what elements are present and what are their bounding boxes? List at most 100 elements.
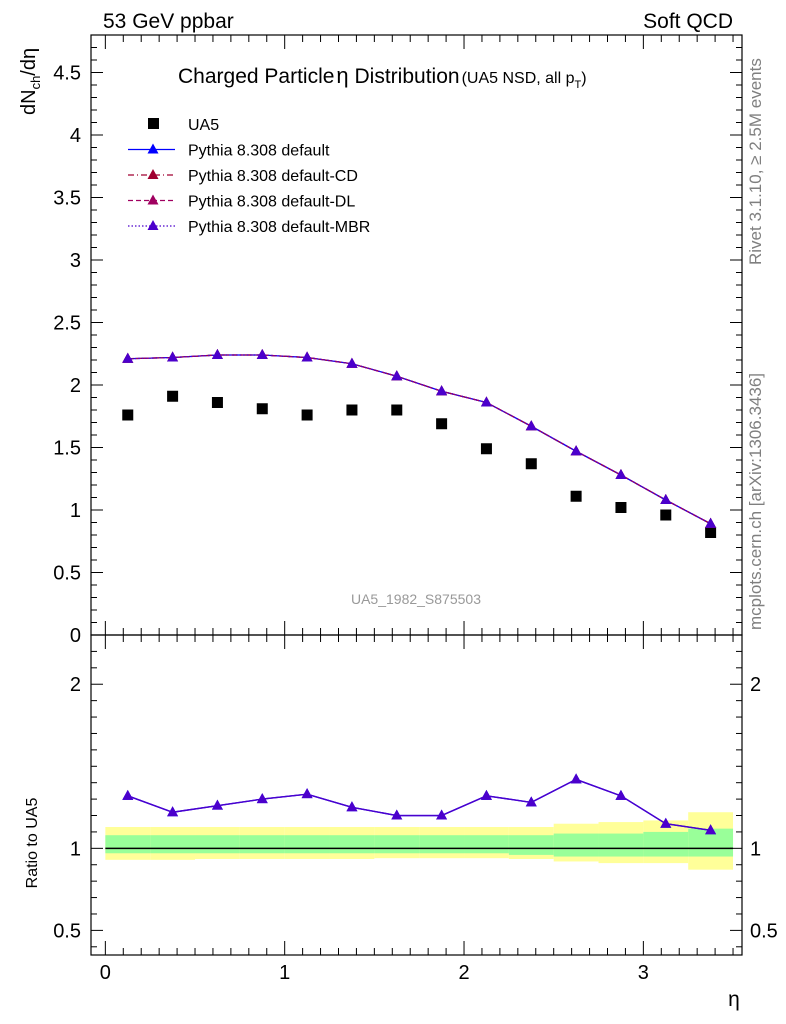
- series-marker-mbr: [480, 396, 492, 407]
- ua5-data-point: [167, 390, 179, 402]
- ratio-marker-mbr: [660, 817, 672, 828]
- title-rest: Distribution: [349, 65, 460, 88]
- rivet-version-label: Rivet 3.1.10, ≥ 2.5M events: [746, 58, 765, 265]
- legend-marker-default: [147, 143, 159, 154]
- ratio-marker-mbr: [436, 809, 448, 820]
- ratio-marker-mbr: [301, 788, 313, 799]
- chart-title: Charged Particleη Distribution (UA5 NSD, …: [178, 63, 587, 91]
- ua5-data-point: [480, 443, 492, 455]
- xtick-label: 3: [638, 962, 649, 984]
- series-line-dl: [127, 354, 711, 525]
- main-ytick-label: 1.5: [53, 438, 81, 460]
- mcplots-label: mcplots.cern.ch [arXiv:1306.3436]: [746, 373, 765, 630]
- ratio-ytick-label: 1: [70, 838, 81, 860]
- ratio-marker-mbr: [570, 773, 582, 784]
- series-marker-mbr: [615, 469, 627, 479]
- ratio-x-axis: 0 1 2 3: [100, 635, 734, 984]
- ratio-frame: [90, 634, 743, 956]
- ua5-data-point: [346, 404, 358, 416]
- header-left: 53 GeV ppbar: [103, 10, 234, 33]
- legend-marker-cd: [147, 169, 159, 179]
- main-ytick-label: 3: [70, 250, 81, 272]
- ratio-marker-mbr: [346, 801, 358, 812]
- xtick-label: 1: [279, 962, 290, 984]
- ratio-panel: 0.5 0.5 1 1 2 2 0 1 2 3 Ratio to UA5 η: [24, 634, 778, 1011]
- series-marker-mbr: [122, 352, 134, 363]
- series-marker-mbr: [301, 351, 313, 362]
- ratio-band-inner: [284, 835, 330, 854]
- legend-marker-dl: [147, 194, 159, 205]
- ratio-ytick-label-right: 1: [750, 838, 761, 860]
- ratio-band-inner: [150, 835, 196, 854]
- main-ytick-label: 2.5: [53, 313, 81, 335]
- ratio-marker-mbr: [391, 809, 403, 820]
- ratio-marker-mbr: [705, 824, 717, 835]
- ratio-marker-mbr: [256, 793, 268, 804]
- ua5-data-point: [705, 527, 717, 538]
- series-marker-mbr: [660, 494, 672, 504]
- ratio-marker-mbr: [211, 799, 223, 810]
- legend-label-cd: Pythia 8.308 default-CD: [188, 168, 358, 185]
- ua5-data-point: [256, 403, 268, 415]
- ylabel-main: dN: [18, 89, 40, 115]
- title-eta: η: [336, 63, 348, 88]
- ratio-series-layer: [122, 773, 717, 835]
- main-y-axis: 0 0.5 1 1.5 2 2.5 3 3.5 4 4.5: [53, 34, 742, 647]
- main-ytick-label: 4.5: [53, 63, 81, 85]
- main-series-layer: [122, 349, 717, 538]
- analysis-watermark: UA5_1982_S875503: [351, 591, 481, 607]
- ratio-band-inner: [329, 835, 375, 854]
- main-ytick-label: 2: [70, 375, 81, 397]
- ua5-data-point: [570, 490, 582, 502]
- series-line-mbr: [127, 354, 711, 525]
- subtitle-sub: T: [574, 79, 581, 91]
- main-ytick-label: 0.5: [53, 563, 81, 585]
- main-y-label: dNch/dη: [18, 48, 43, 115]
- ratio-marker-mbr: [525, 796, 537, 807]
- ratio-ytick-label: 2: [70, 674, 81, 696]
- ua5-data-point: [436, 418, 448, 430]
- ratio-marker-mbr: [122, 789, 134, 800]
- ratio-marker-mbr: [480, 789, 492, 800]
- series-marker-mbr: [525, 420, 537, 431]
- legend-marker-mbr: [147, 220, 159, 230]
- ratio-band-inner: [374, 835, 420, 854]
- ua5-data-point: [615, 502, 627, 513]
- ratio-ytick-label-right: 0.5: [750, 920, 778, 942]
- subtitle-main: (UA5 NSD, all p: [462, 70, 575, 87]
- main-ytick-label: 0: [70, 625, 81, 647]
- ratio-marker-mbr: [167, 806, 179, 817]
- subtitle-end: ): [581, 70, 586, 87]
- legend-label-mbr: Pythia 8.308 default-MBR: [188, 219, 370, 236]
- x-axis-label: η: [728, 988, 740, 1011]
- ratio-band-inner: [598, 833, 644, 857]
- header-right: Soft QCD: [643, 10, 733, 33]
- legend-marker-data: [148, 118, 159, 129]
- series-marker-mbr: [705, 517, 717, 528]
- ratio-ytick-label: 0.5: [53, 920, 81, 942]
- xtick-label: 2: [458, 962, 469, 984]
- ua5-data-point: [301, 409, 313, 421]
- xtick-label: 0: [100, 962, 111, 984]
- ua5-data-point: [525, 458, 537, 470]
- main-x-axis: [104, 35, 734, 635]
- ratio-band-inner: [464, 835, 509, 854]
- legend-label-default: Pythia 8.308 default: [188, 143, 330, 160]
- series-marker-mbr: [570, 445, 582, 456]
- ratio-uncertainty-bands: [90, 634, 743, 956]
- ratio-band-inner: [419, 835, 465, 854]
- ylabel-sub: ch: [28, 76, 43, 90]
- ua5-data-point: [122, 409, 134, 421]
- series-line-cd: [127, 354, 711, 525]
- ratio-y-label: Ratio to UA5: [24, 798, 41, 889]
- main-ytick-label: 3.5: [53, 188, 81, 210]
- ratio-y-axis: 0.5 0.5 1 1 2 2: [53, 650, 778, 948]
- ua5-data-point: [391, 404, 403, 416]
- ratio-band-inner: [553, 833, 599, 857]
- ratio-marker-mbr: [615, 789, 627, 800]
- legend-label-data: UA5: [188, 117, 219, 134]
- ratio-band-inner: [508, 835, 554, 855]
- main-ytick-label: 4: [70, 125, 81, 147]
- ratio-line-mbr: [127, 778, 711, 831]
